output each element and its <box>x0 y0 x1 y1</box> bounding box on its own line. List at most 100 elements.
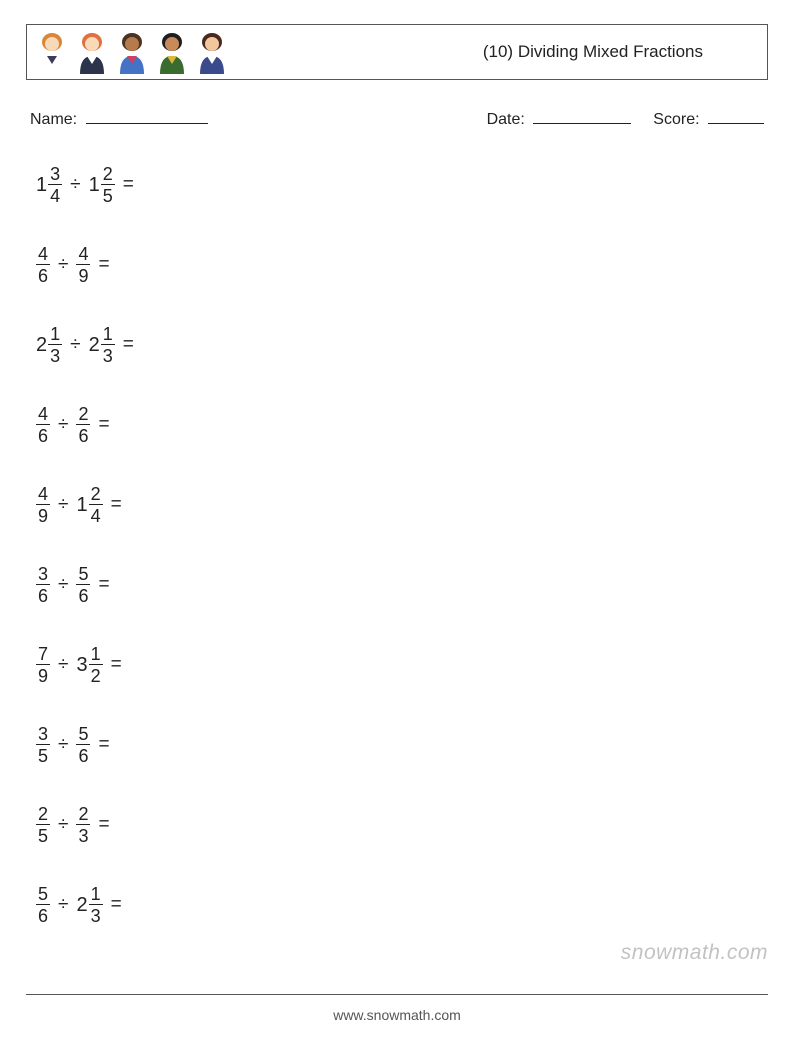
watermark: snowmath.com <box>621 941 768 965</box>
score-label: Score: <box>653 111 699 128</box>
fraction: 25 <box>101 165 115 205</box>
denominator: 9 <box>36 665 50 685</box>
mixed-fraction: 36 <box>36 565 50 605</box>
denominator: 3 <box>89 905 103 925</box>
footer-text: www.snowmath.com <box>0 1007 794 1023</box>
person-icon <box>155 30 189 74</box>
division-operator: ÷ <box>58 414 68 436</box>
equals-sign: = <box>111 494 122 516</box>
fraction: 36 <box>36 565 50 605</box>
date-label: Date: <box>487 111 525 128</box>
numerator: 2 <box>76 405 90 424</box>
numerator: 2 <box>76 805 90 824</box>
mixed-fraction: 23 <box>76 805 90 845</box>
equals-sign: = <box>98 814 109 836</box>
mixed-fraction: 125 <box>89 165 115 205</box>
numerator: 4 <box>36 485 50 504</box>
mixed-fraction: 56 <box>36 885 50 925</box>
denominator: 9 <box>76 265 90 285</box>
whole-part: 1 <box>76 494 87 517</box>
denominator: 6 <box>76 585 90 605</box>
mixed-fraction: 56 <box>76 725 90 765</box>
denominator: 9 <box>36 505 50 525</box>
denominator: 5 <box>36 745 50 765</box>
denominator: 6 <box>36 425 50 445</box>
division-operator: ÷ <box>58 494 68 516</box>
denominator: 2 <box>89 665 103 685</box>
problem-row: 25÷23= <box>36 799 768 851</box>
problem-row: 1 34 ÷ 125 = <box>36 159 768 211</box>
mixed-fraction: 213 <box>76 885 102 925</box>
numerator: 4 <box>76 245 90 264</box>
name-blank[interactable] <box>86 108 208 124</box>
fraction: 46 <box>36 245 50 285</box>
numerator: 5 <box>76 725 90 744</box>
worksheet-title: (10) Dividing Mixed Fractions <box>483 42 703 62</box>
fraction: 56 <box>76 725 90 765</box>
person-icon <box>115 30 149 74</box>
fraction: 12 <box>89 645 103 685</box>
whole-part: 1 <box>89 174 100 197</box>
denominator: 3 <box>101 345 115 365</box>
problem-row: 46÷26= <box>36 399 768 451</box>
name-field: Name: <box>30 108 208 129</box>
equals-sign: = <box>123 174 134 196</box>
denominator: 4 <box>48 185 62 205</box>
division-operator: ÷ <box>58 734 68 756</box>
mixed-fraction: 312 <box>76 645 102 685</box>
denominator: 3 <box>76 825 90 845</box>
score-field: Score: <box>653 108 764 129</box>
mixed-fraction: 49 <box>36 485 50 525</box>
header-box: (10) Dividing Mixed Fractions <box>26 24 768 80</box>
numerator: 1 <box>48 325 62 344</box>
mixed-fraction: 25 <box>36 805 50 845</box>
fraction: 34 <box>48 165 62 205</box>
division-operator: ÷ <box>70 174 80 196</box>
mixed-fraction: 49 <box>76 245 90 285</box>
problem-row: 79÷312= <box>36 639 768 691</box>
problem-row: 49÷124= <box>36 479 768 531</box>
mixed-fraction: 56 <box>76 565 90 605</box>
problem-row: 46÷49= <box>36 239 768 291</box>
whole-part: 3 <box>76 654 87 677</box>
fraction: 56 <box>36 885 50 925</box>
division-operator: ÷ <box>58 894 68 916</box>
numerator: 2 <box>101 165 115 184</box>
mixed-fraction: 213 <box>89 325 115 365</box>
equals-sign: = <box>123 334 134 356</box>
whole-part: 2 <box>76 894 87 917</box>
mixed-fraction: 46 <box>36 245 50 285</box>
date-blank[interactable] <box>533 108 631 124</box>
meta-left: Name: <box>30 108 208 129</box>
denominator: 6 <box>76 745 90 765</box>
date-field: Date: <box>487 108 632 129</box>
score-blank[interactable] <box>708 108 764 124</box>
denominator: 6 <box>76 425 90 445</box>
mixed-fraction: 124 <box>76 485 102 525</box>
numerator: 2 <box>89 485 103 504</box>
name-label: Name: <box>30 111 77 128</box>
fraction: 24 <box>89 485 103 525</box>
numerator: 1 <box>101 325 115 344</box>
numerator: 5 <box>76 565 90 584</box>
division-operator: ÷ <box>58 654 68 676</box>
problem-row: 213÷213= <box>36 319 768 371</box>
fraction: 49 <box>36 485 50 525</box>
problem-row: 36÷56= <box>36 559 768 611</box>
meta-right: Date: Score: <box>487 108 764 129</box>
division-operator: ÷ <box>70 334 80 356</box>
whole-part: 2 <box>89 334 100 357</box>
denominator: 5 <box>101 185 115 205</box>
person-icon <box>35 30 69 74</box>
denominator: 5 <box>36 825 50 845</box>
footer-rule <box>26 994 768 995</box>
numerator: 3 <box>48 165 62 184</box>
fraction: 23 <box>76 805 90 845</box>
equals-sign: = <box>111 894 122 916</box>
fraction: 26 <box>76 405 90 445</box>
numerator: 7 <box>36 645 50 664</box>
division-operator: ÷ <box>58 574 68 596</box>
numerator: 5 <box>36 885 50 904</box>
denominator: 3 <box>48 345 62 365</box>
problem-row: 56 ÷ 213 = <box>36 879 768 931</box>
